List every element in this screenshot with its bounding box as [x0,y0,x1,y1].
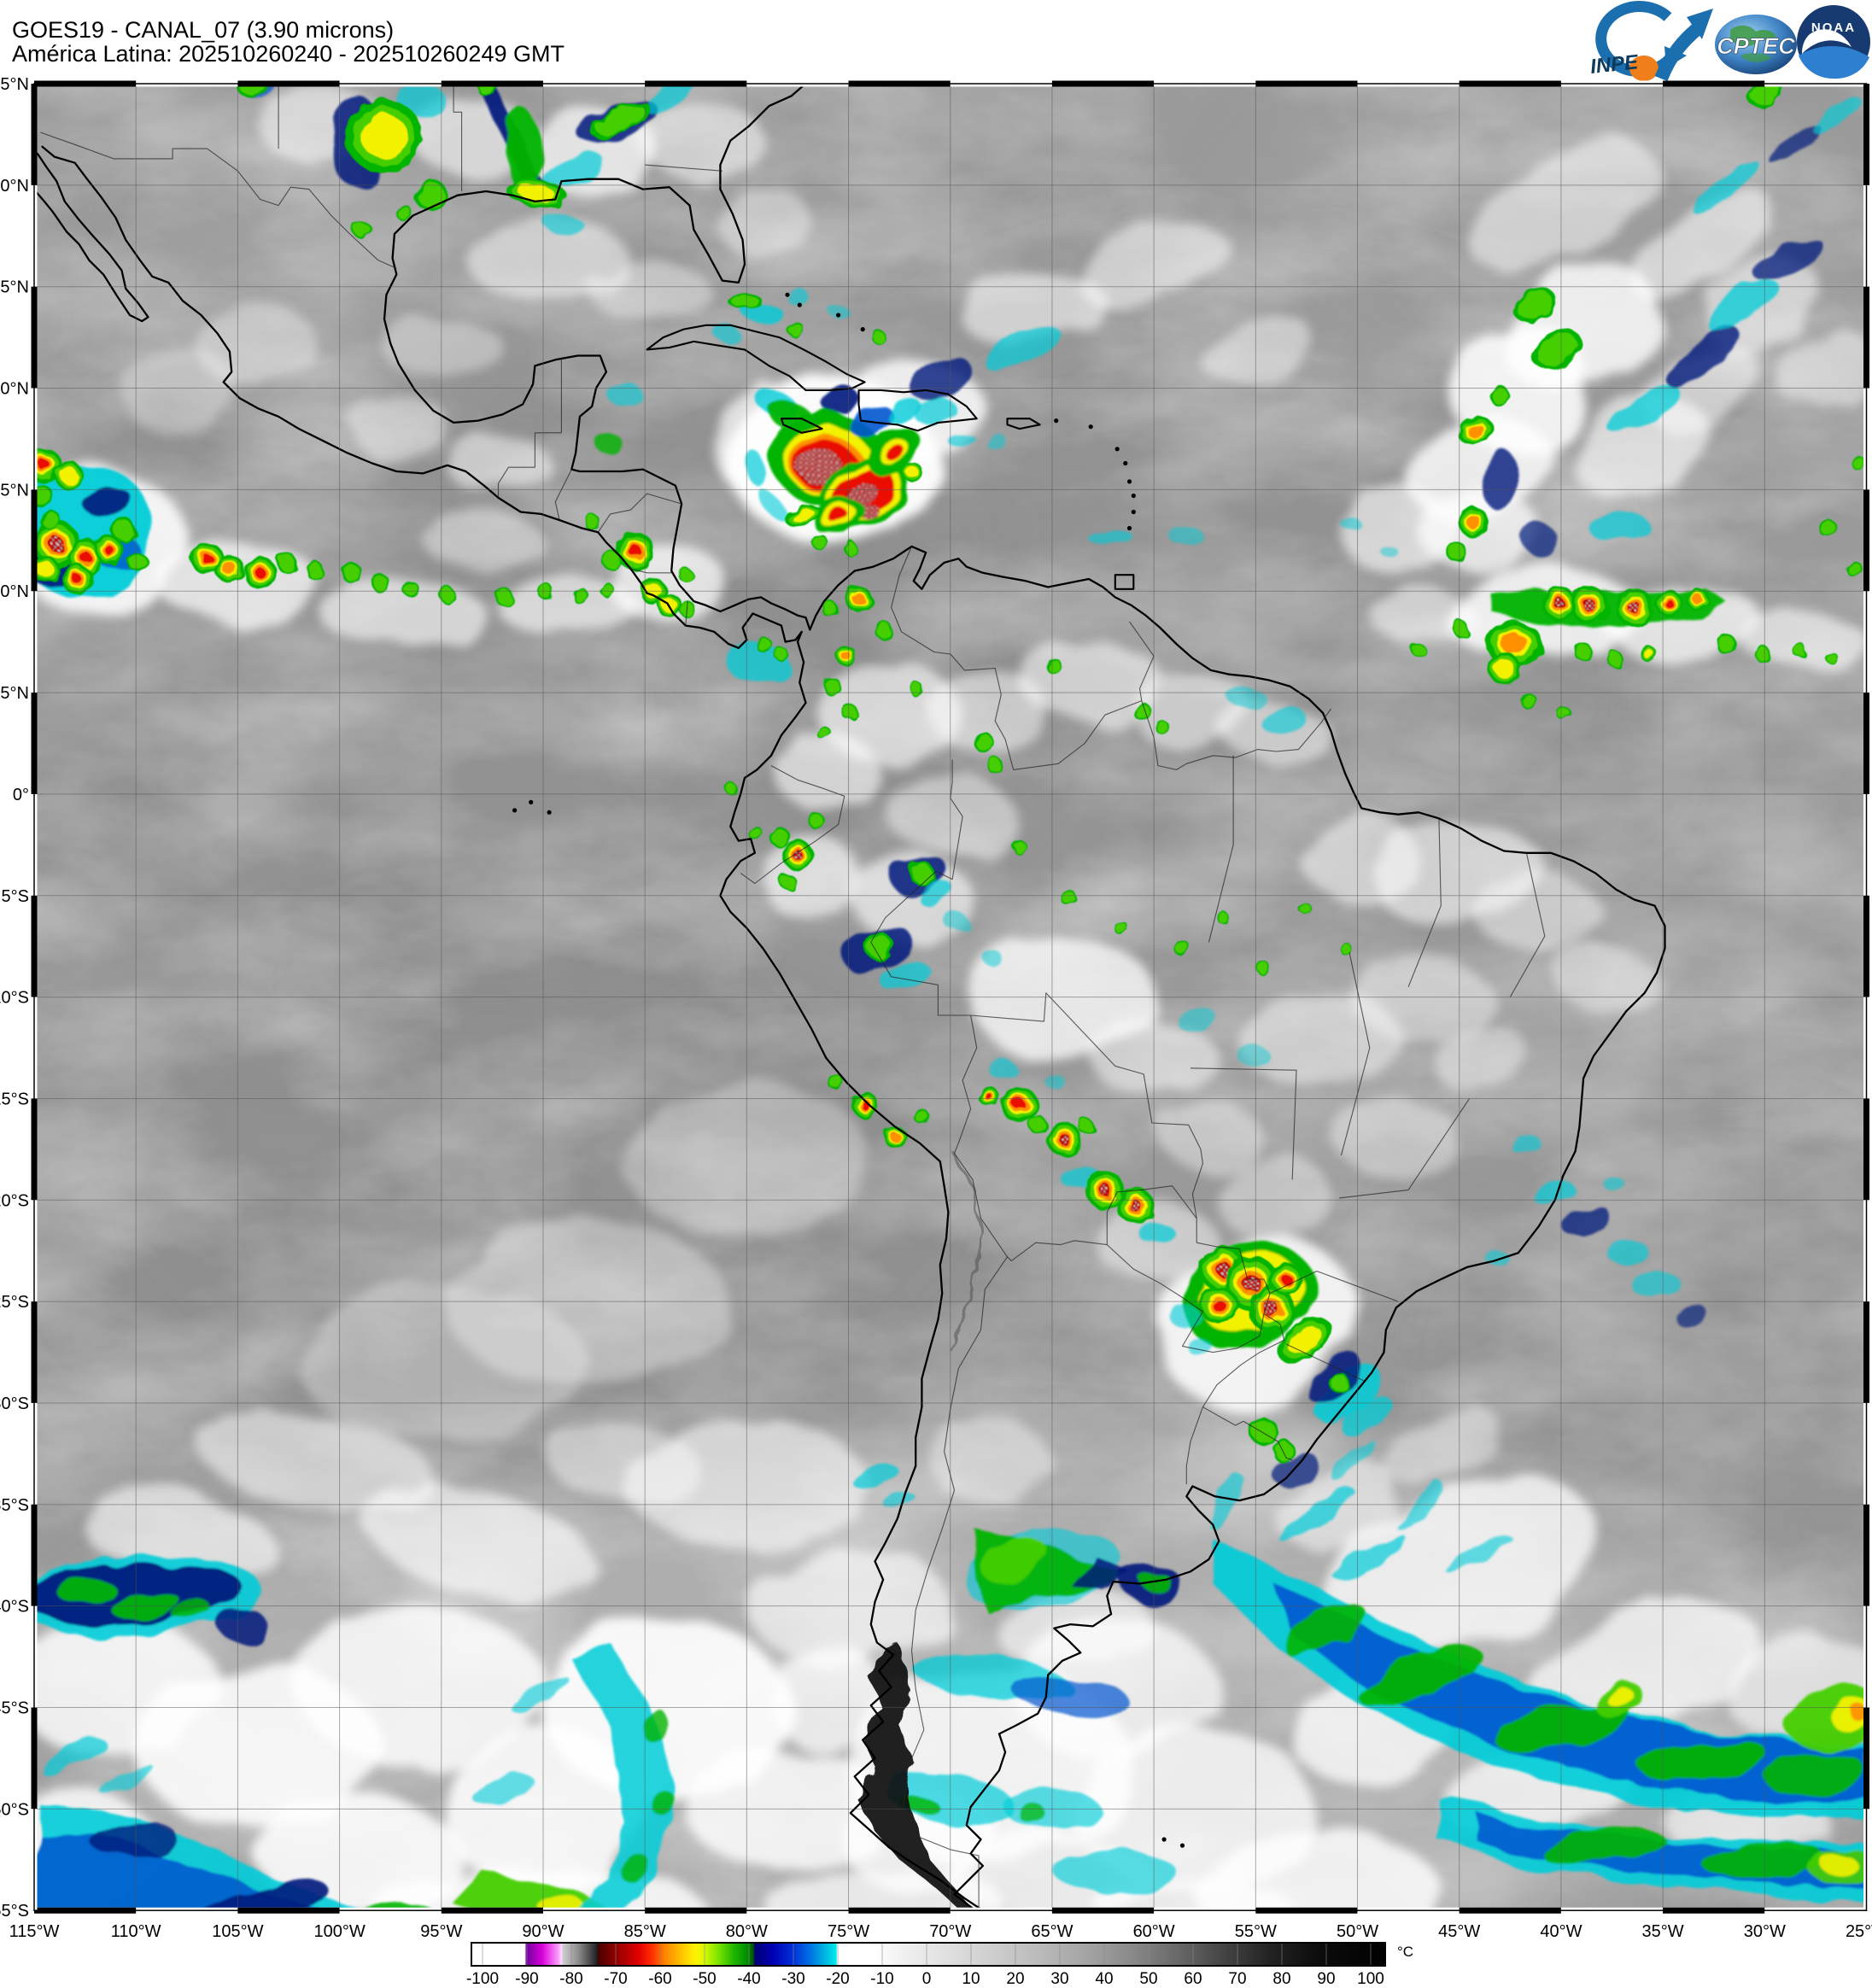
svg-text:30°W: 30°W [1744,1922,1786,1941]
svg-text:55°S: 55°S [0,1902,29,1921]
svg-text:5°N: 5°N [0,684,29,703]
svg-text:40°S: 40°S [0,1598,29,1617]
svg-text:60: 60 [1184,1970,1202,1988]
noaa-wave-icon [1799,45,1869,79]
svg-text:70: 70 [1228,1970,1246,1988]
svg-text:105°W: 105°W [212,1922,263,1941]
svg-text:80: 80 [1272,1970,1290,1988]
satellite-imagery [34,84,1867,1911]
svg-text:50°W: 50°W [1337,1922,1378,1941]
svg-text:-10: -10 [870,1970,893,1988]
colorbar-unit: °C [1397,1944,1413,1960]
svg-text:20°S: 20°S [0,1191,29,1210]
cptec-land-icon [1730,25,1776,46]
svg-text:-70: -70 [604,1970,627,1988]
svg-text:40: 40 [1095,1970,1113,1988]
noaa-logo-text: NOAA [1811,20,1856,35]
svg-text:90: 90 [1317,1970,1335,1988]
inpe-up-arrowhead-icon [1687,9,1713,39]
svg-text:65°W: 65°W [1031,1922,1073,1941]
svg-text:40°W: 40°W [1540,1922,1582,1941]
svg-text:-60: -60 [648,1970,671,1988]
svg-text:-90: -90 [515,1970,538,1988]
svg-text:95°W: 95°W [420,1922,462,1941]
svg-text:35°S: 35°S [0,1496,29,1515]
temperature-colorbar: -100 -90 -80 -70 -60 -50 -40 -30 -20 -10 0 10 20 30 40… [466,1942,1413,1988]
colorbar-ticks: -100 -90 -80 -70 -60 -50 -40 -30 -20 -10 0 10 20 30 40… [466,1944,1384,1988]
logo-cptec: CPTEC [1715,15,1797,74]
header: GOES19 - CANAL_07 (3.90 microns) América… [12,17,565,67]
map-frame [31,80,1869,1914]
svg-text:45°W: 45°W [1438,1922,1480,1941]
svg-text:50: 50 [1139,1970,1157,1988]
svg-text:100: 100 [1357,1970,1384,1988]
svg-text:15°S: 15°S [0,1090,29,1108]
svg-text:35°N: 35°N [0,75,29,94]
svg-text:5°S: 5°S [2,887,29,906]
svg-text:115°W: 115°W [9,1922,60,1941]
axis-labels: 35°N 30°N 25°N 20°N 15°N 10°N 5°N 0° 5°S 10°S 15°S… [0,75,1872,1941]
svg-text:10: 10 [962,1970,980,1988]
cptec-logo-text: CPTEC [1717,33,1795,59]
svg-text:30: 30 [1050,1970,1068,1988]
cptec-land2-icon [1740,53,1771,62]
svg-text:85°W: 85°W [624,1922,666,1941]
svg-text:45°S: 45°S [0,1699,29,1718]
image-title: GOES19 - CANAL_07 (3.90 microns) [12,17,394,43]
inpe-logo-text: INPE [1589,50,1641,79]
svg-text:110°W: 110°W [111,1922,161,1941]
inpe-orange-dot-icon [1629,56,1658,81]
svg-text:15°N: 15°N [0,481,29,500]
svg-text:25°S: 25°S [0,1293,29,1312]
svg-text:0°: 0° [13,786,29,804]
logo-inpe: INPE [1572,1,1716,84]
image-subtitle: América Latina: 202510260240 - 202510260… [12,41,565,67]
svg-text:20°N: 20°N [0,380,29,399]
svg-text:20: 20 [1006,1970,1024,1988]
svg-text:-80: -80 [559,1970,582,1988]
svg-text:30°S: 30°S [0,1395,29,1413]
svg-text:-40: -40 [737,1970,760,1988]
svg-text:-100: -100 [466,1970,499,1988]
latlon-grid [34,84,1867,1911]
svg-text:25°N: 25°N [0,278,29,297]
svg-text:80°W: 80°W [726,1922,768,1941]
svg-text:55°W: 55°W [1235,1922,1277,1941]
svg-text:35°W: 35°W [1642,1922,1684,1941]
svg-text:-30: -30 [781,1970,804,1988]
svg-text:25°W: 25°W [1846,1922,1872,1941]
colorbar-gradient [471,1942,1386,1967]
svg-text:-20: -20 [826,1970,849,1988]
svg-text:30°N: 30°N [0,177,29,196]
svg-text:60°W: 60°W [1133,1922,1175,1941]
svg-text:10°S: 10°S [0,989,29,1008]
noaa-gull-icon [1802,29,1852,54]
svg-text:0: 0 [922,1970,932,1988]
svg-text:100°W: 100°W [313,1922,365,1941]
svg-text:90°W: 90°W [522,1922,564,1941]
inpe-up-arrow-icon [1654,23,1702,82]
svg-text:70°W: 70°W [929,1922,971,1941]
svg-text:-50: -50 [693,1970,716,1988]
svg-text:50°S: 50°S [0,1800,29,1819]
svg-text:75°W: 75°W [828,1922,869,1941]
logo-noaa: NOAA [1797,5,1870,79]
svg-text:10°N: 10°N [0,582,29,601]
